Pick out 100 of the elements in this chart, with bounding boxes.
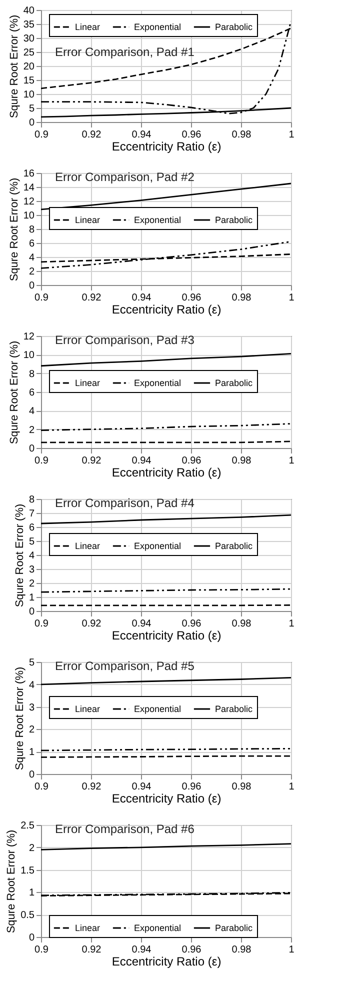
x-tick-label: 0.94 [132, 292, 152, 304]
y-tick-label: 7 [28, 508, 35, 520]
x-tick-label: 1 [288, 944, 295, 956]
x-tick-label: 0.98 [232, 618, 252, 630]
y-tick-label: 30 [23, 34, 35, 44]
y-tick-label: 40 [23, 6, 35, 16]
x-tick-label: 1 [288, 618, 295, 630]
y-tick-label: 8 [28, 494, 35, 506]
x-tick-label: 1 [288, 782, 295, 792]
y-tick-label: 0 [28, 606, 35, 618]
y-tick-label: 2 [28, 842, 35, 854]
legend-label: Parabolic [215, 22, 254, 32]
x-tick-label: 1 [288, 456, 295, 466]
x-tick-label: 0.94 [132, 944, 152, 956]
x-tick-label: 0.96 [182, 618, 202, 630]
x-tick-label: 1 [288, 292, 295, 304]
y-tick-label: 1.5 [20, 865, 35, 876]
y-tick-label: 6 [28, 522, 35, 534]
legend-label: Exponential [134, 215, 182, 225]
y-tick-label: 1 [28, 888, 35, 899]
legend-label: Linear [75, 704, 100, 714]
x-tick-label: 0.92 [82, 292, 102, 304]
x-tick-label: 0.9 [34, 618, 49, 630]
legend-label: Linear [75, 541, 100, 551]
y-tick-label: 5 [28, 536, 35, 548]
y-tick-label: 1 [28, 747, 35, 758]
x-axis-title: Eccentricity Ratio (ε) [112, 954, 222, 968]
legend-label: Linear [75, 378, 100, 388]
y-axis-title: Squre Root Error (%) [8, 178, 20, 282]
x-tick-label: 0.96 [182, 456, 202, 466]
x-tick-label: 0.98 [232, 130, 252, 140]
x-axis-title: Eccentricity Ratio (ε) [112, 792, 222, 806]
y-tick-label: 0 [28, 932, 35, 944]
x-tick-label: 0.98 [232, 782, 252, 792]
y-tick-label: 4 [28, 252, 35, 264]
x-tick-label: 0.96 [182, 944, 202, 956]
y-tick-label: 10 [23, 350, 35, 362]
x-axis-title: Eccentricity Ratio (ε) [112, 140, 222, 154]
x-tick-label: 0.96 [182, 292, 202, 304]
x-tick-label: 0.9 [34, 782, 49, 792]
x-tick-label: 0.92 [82, 944, 102, 956]
legend-label: Exponential [134, 704, 182, 714]
x-tick-label: 0.98 [232, 292, 252, 304]
y-tick-label: 0 [28, 444, 35, 454]
chart-title: Error Comparison, Pad #2 [55, 170, 195, 184]
x-tick-label: 0.94 [132, 130, 152, 140]
y-tick-label: 0 [28, 770, 35, 780]
legend-label: Exponential [134, 378, 182, 388]
legend-label: Parabolic [215, 704, 254, 714]
x-tick-label: 0.96 [182, 130, 202, 140]
x-tick-label: 0.94 [132, 782, 152, 792]
y-tick-label: 6 [28, 388, 35, 398]
chart-title: Error Comparison, Pad #6 [55, 822, 195, 836]
y-tick-label: 35 [23, 20, 35, 30]
x-tick-label: 0.92 [82, 618, 102, 630]
y-tick-label: 2.5 [20, 820, 35, 832]
y-tick-label: 2 [28, 578, 35, 590]
y-tick-label: 4 [28, 550, 35, 562]
x-axis-title: Eccentricity Ratio (ε) [112, 466, 222, 480]
y-tick-label: 15 [23, 76, 35, 86]
text: Error Comparison, Pad #1 [55, 45, 195, 59]
x-tick-label: 0.9 [34, 292, 49, 304]
x-tick-label: 0.9 [34, 456, 49, 466]
y-axis-title: Squre Root Error (%) [14, 666, 26, 770]
y-tick-label: 5 [28, 658, 35, 668]
legend-label: Linear [75, 923, 100, 933]
y-tick-label: 2 [28, 424, 35, 436]
legend-label: Parabolic [215, 923, 254, 933]
y-tick-label: 20 [23, 62, 35, 72]
x-tick-label: 0.92 [82, 130, 102, 140]
y-axis-title: Squre Root Error (%) [8, 340, 20, 444]
y-tick-label: 8 [28, 224, 35, 236]
y-tick-label: 5 [28, 104, 35, 114]
y-tick-label: 12 [23, 196, 35, 208]
x-tick-label: 0.98 [232, 456, 252, 466]
y-tick-label: 12 [23, 332, 35, 342]
y-tick-label: 10 [23, 210, 35, 222]
legend-label: Exponential [134, 923, 182, 933]
x-tick-label: 0.94 [132, 456, 152, 466]
x-tick-label: 0.94 [132, 618, 152, 630]
x-axis-title: Eccentricity Ratio (ε) [112, 302, 222, 316]
legend-label: Exponential [134, 22, 182, 32]
y-tick-label: 2 [28, 266, 35, 278]
y-tick-label: 3 [28, 564, 35, 576]
y-tick-label: 0 [28, 280, 35, 292]
y-tick-label: 6 [28, 238, 35, 250]
y-tick-label: 16 [23, 168, 35, 180]
legend-label: Linear [75, 22, 100, 32]
x-axis-title: Eccentricity Ratio (ε) [112, 628, 222, 642]
y-tick-label: 1 [28, 592, 35, 604]
x-tick-label: 0.98 [232, 944, 252, 956]
x-tick-label: 0.92 [82, 782, 102, 792]
legend-label: Parabolic [215, 541, 254, 551]
x-tick-label: 0.9 [34, 130, 49, 140]
x-tick-label: 0.92 [82, 456, 102, 466]
chart-title: Error Comparison, Pad #4 [55, 496, 195, 510]
y-axis-title: Squre Root Error (%) [8, 14, 20, 118]
x-tick-label: 0.96 [182, 782, 202, 792]
x-tick-label: 1 [288, 130, 295, 140]
legend-label: Exponential [134, 541, 182, 551]
